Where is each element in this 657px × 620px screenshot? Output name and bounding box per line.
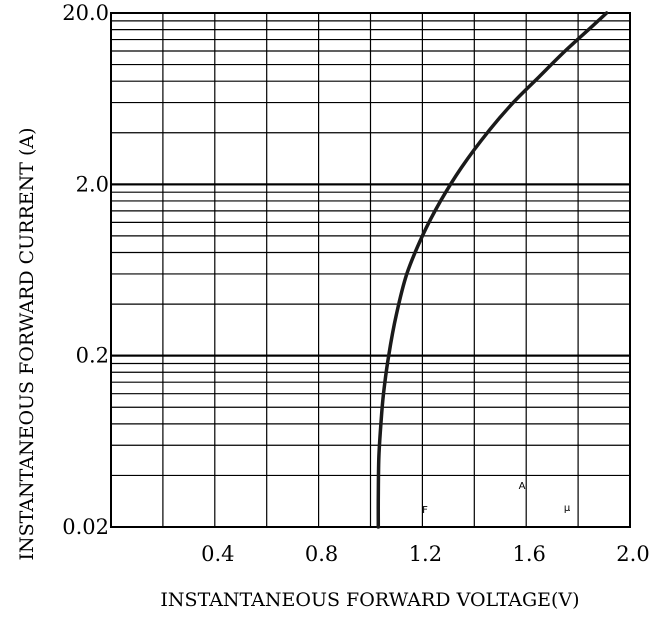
y-axis-title: INSTANTANEOUS FORWARD CURRENT (A) bbox=[16, 127, 38, 560]
x-tick-label: 0.8 bbox=[305, 542, 338, 566]
y-tick-label: 2.0 bbox=[76, 172, 109, 196]
x-tick-labels: 0.4 0.8 1.2 1.6 2.0 bbox=[201, 542, 650, 566]
y-tick-label: 20.0 bbox=[62, 1, 109, 25]
y-tick-label: 0.2 bbox=[76, 344, 109, 368]
y-tick-labels: 0.02 0.2 2.0 20.0 bbox=[62, 1, 109, 539]
x-tick-label: 0.4 bbox=[201, 542, 234, 566]
x-tick-label: 1.2 bbox=[409, 542, 442, 566]
plot-annotation: A bbox=[519, 481, 526, 492]
x-axis-title: INSTANTANEOUS FORWARD VOLTAGE(V) bbox=[160, 589, 579, 611]
x-tick-label: 1.6 bbox=[512, 542, 545, 566]
annotations: F Aμ bbox=[422, 481, 571, 516]
plot-annotation: μ bbox=[564, 503, 571, 514]
y-tick-label: 0.02 bbox=[62, 515, 109, 539]
forward-current-curve bbox=[376, 11, 609, 529]
curve-layer bbox=[376, 11, 609, 529]
plot-annotation: F bbox=[422, 505, 428, 516]
grid bbox=[110, 12, 631, 528]
x-tick-label: 2.0 bbox=[616, 542, 649, 566]
plot-frame bbox=[110, 12, 631, 528]
